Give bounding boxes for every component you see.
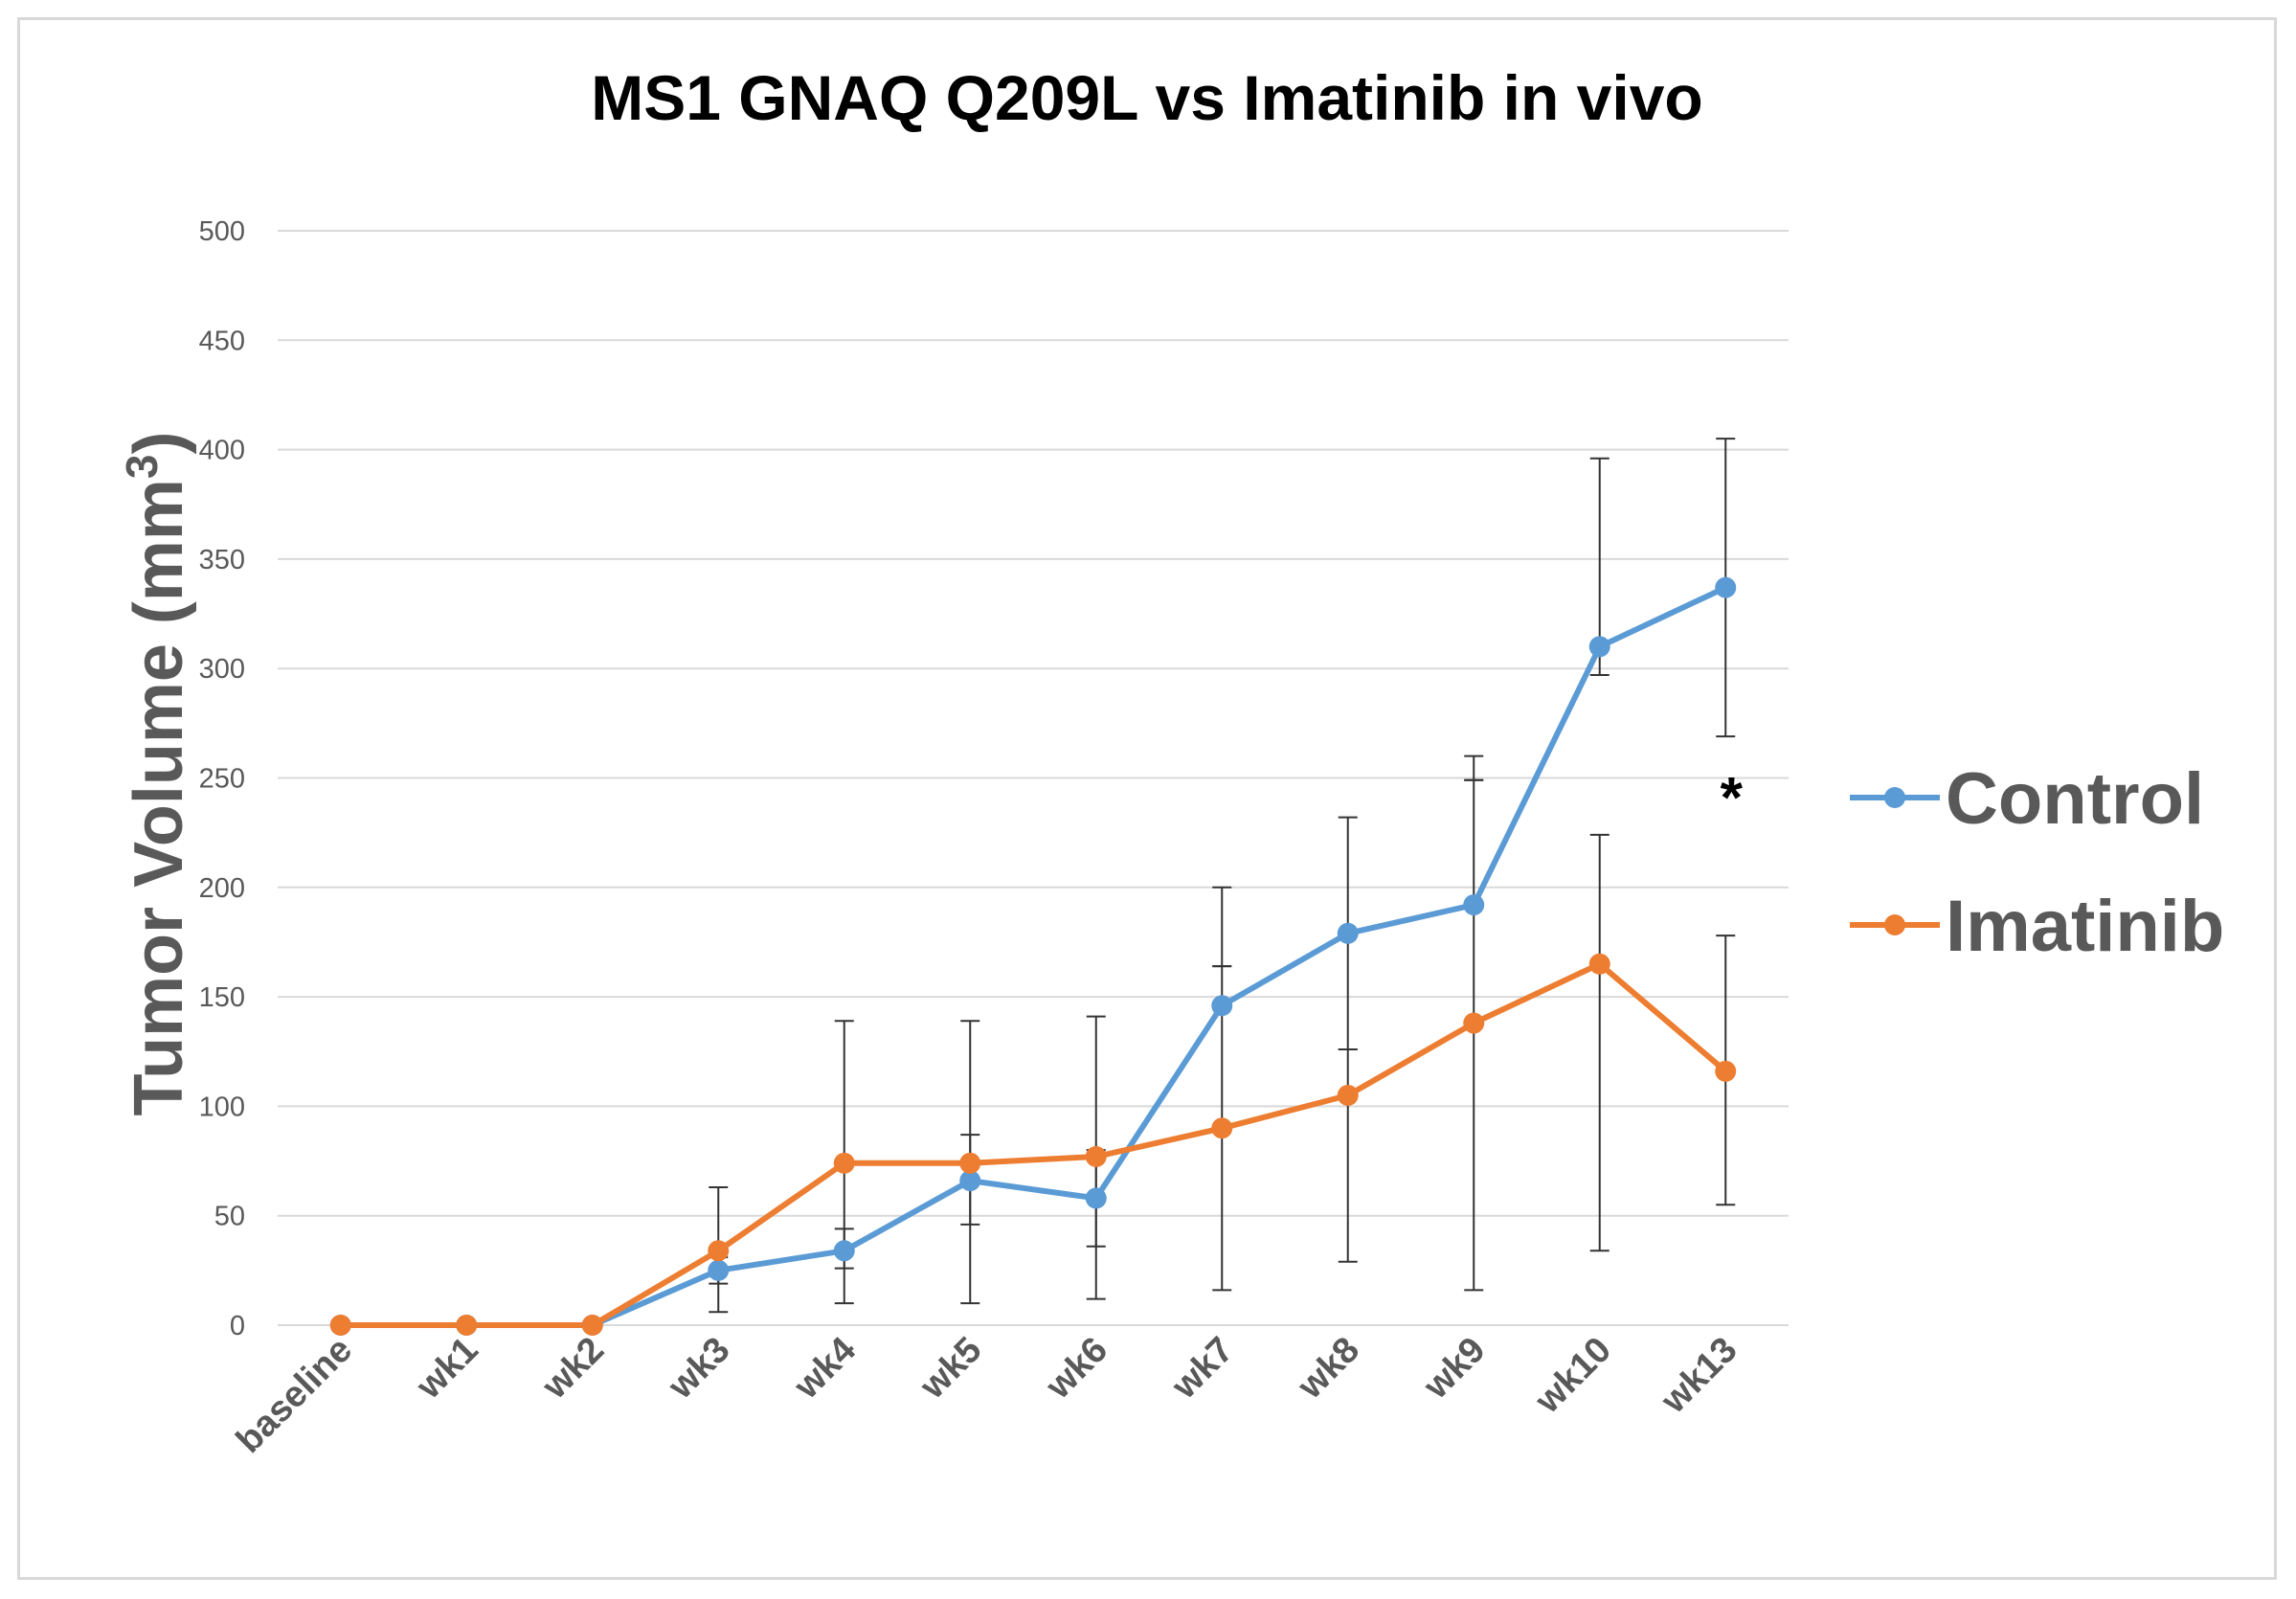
legend-label-imatinib: Imatinib [1946,886,2224,967]
legend: Control Imatinib [1850,758,2224,967]
significance-annotation: * [1721,765,1744,829]
series-line-imatinib [340,960,1728,1328]
point-imatinib-wk4 [833,1152,855,1174]
point-control-wk8 [1337,922,1359,944]
y-tick-label: 200 [199,873,245,904]
series-line-control [340,584,1727,1328]
y-tick-label: 100 [199,1092,245,1122]
point-control-wk3 [708,1259,730,1281]
x-axis-ticks: baseline wk1 wk2 wk3 wk4 wk5 wk6 wk7 wk8 wk9 wk10 w… [229,1330,1745,1461]
x-tick-label: wk13 [1653,1330,1745,1422]
point-control-wk10 [1588,636,1610,658]
x-tick-label: wk3 [660,1330,737,1408]
x-tick-label: wk8 [1290,1330,1367,1408]
x-tick-label: wk10 [1527,1330,1619,1422]
point-control-wk5 [959,1170,981,1192]
point-control-wk13 [1715,576,1737,598]
x-tick-label: wk6 [1038,1330,1115,1408]
y-tick-label: 0 [230,1311,245,1341]
y-tick-label: 450 [199,326,245,356]
point-imatinib-wk5 [959,1152,981,1174]
y-tick-label: 500 [199,216,245,247]
y-tick-label: 350 [199,545,245,575]
point-control-wk7 [1211,995,1233,1017]
point-control-wk9 [1463,894,1485,916]
point-control-wk4 [833,1240,855,1262]
legend-swatch-marker-control [1884,787,1905,808]
data-points [329,576,1737,1336]
legend-label-control: Control [1946,758,2204,840]
y-tick-label: 50 [214,1202,245,1232]
gridlines [278,230,1789,1326]
y-tick-label: 150 [199,982,245,1013]
y-tick-label: 400 [199,436,245,466]
y-axis-label: Tumor Volume (mm3) [117,432,197,1116]
point-imatinib-wk6 [1085,1145,1107,1167]
y-axis-label-close: ) [121,432,197,455]
point-imatinib-wk3 [708,1240,730,1262]
y-axis-label-superscript: 3 [117,455,167,480]
series-lines [340,584,1728,1328]
point-imatinib-wk9 [1463,1012,1485,1034]
y-tick-label: 250 [199,764,245,795]
x-tick-label: wk7 [1163,1330,1241,1408]
legend-swatch-marker-imatinib [1884,914,1905,935]
point-imatinib-wk10 [1588,953,1610,975]
x-tick-label: baseline [229,1330,360,1461]
point-imatinib-wk8 [1337,1084,1359,1106]
point-imatinib-wk2 [581,1315,603,1336]
y-tick-label: 300 [199,654,245,685]
x-tick-label: wk2 [534,1330,612,1408]
chart-title: MS1 GNAQ Q209L vs Imatinib in vivo [591,62,1702,133]
y-axis-ticks: 0 50 100 150 200 250 300 350 400 450 500 [199,216,245,1341]
x-tick-label: wk1 [408,1330,485,1408]
point-control-wk6 [1085,1187,1107,1209]
x-tick-label: wk9 [1415,1330,1493,1408]
point-imatinib-wk7 [1211,1117,1233,1139]
y-axis-label-main: Tumor Volume (mm [121,479,197,1115]
point-imatinib-wk13 [1715,1060,1737,1082]
point-imatinib-wk1 [456,1315,478,1336]
x-tick-label: wk5 [912,1330,989,1408]
chart-frame [17,17,2277,1580]
x-tick-label: wk4 [786,1330,864,1408]
point-imatinib-baseline [329,1315,351,1336]
error-bars [709,438,1736,1314]
